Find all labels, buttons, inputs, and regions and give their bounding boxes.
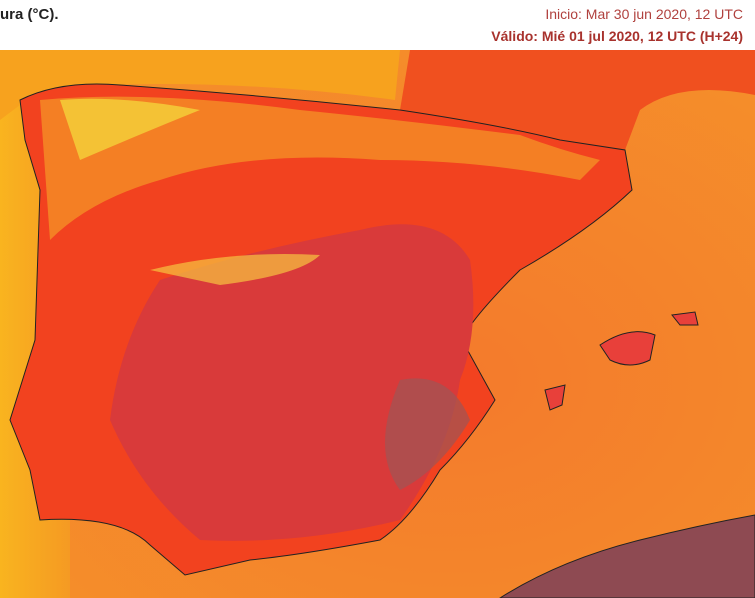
valid-time: Válido: Mié 01 jul 2020, 12 UTC (H+24)	[491, 28, 743, 44]
bay-of-biscay	[0, 50, 400, 120]
temperature-map	[0, 50, 755, 598]
hot-core	[110, 224, 474, 541]
mallorca	[599, 331, 656, 366]
map-title: ura (°C).	[0, 6, 59, 23]
north-africa	[499, 514, 755, 598]
menorca	[671, 311, 699, 326]
ibiza	[544, 384, 566, 411]
cool-zone	[60, 98, 200, 160]
issued-time: Inicio: Mar 30 jun 2020, 12 UTC	[545, 6, 743, 22]
header: ura (°C). Inicio: Mar 30 jun 2020, 12 UT…	[0, 0, 755, 50]
hottest-zone	[385, 378, 470, 490]
central-system	[150, 254, 320, 285]
northern-mountains	[40, 96, 600, 241]
